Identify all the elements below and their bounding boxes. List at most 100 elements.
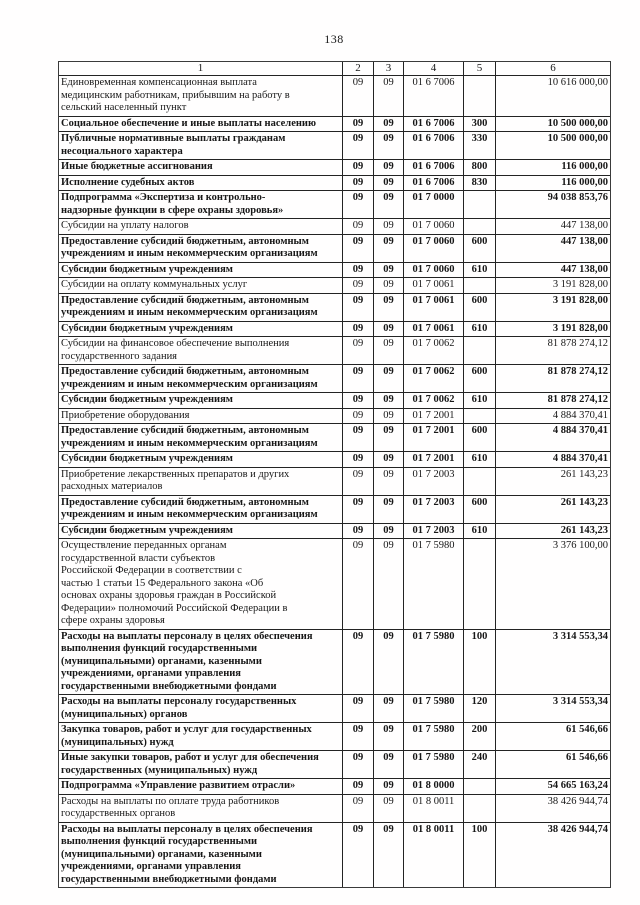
section-code-cell: 09 [342, 190, 374, 219]
subsection-code-cell: 09 [373, 159, 404, 176]
section-code-cell: 09 [342, 821, 374, 888]
table-row: Предоставление субсидий бюджетным, автон… [58, 292, 611, 322]
expense-type-code-cell: 100 [463, 821, 496, 888]
table-row: Подпрограмма «Экспертиза и контрольно- н… [58, 190, 611, 219]
column-header-3: 3 [373, 61, 404, 76]
table-row: Осуществление переданных органам государ… [58, 538, 611, 630]
section-code-cell: 09 [342, 261, 374, 278]
target-item-code-cell: 01 7 0061 [403, 292, 464, 322]
section-code-cell: 09 [342, 494, 374, 524]
amount-cell: 261 143,23 [495, 522, 611, 539]
amount-cell: 38 426 944,74 [495, 793, 611, 823]
table-row: Субсидии на уплату налогов 09 09 01 7 0060 4… [58, 218, 611, 235]
amount-cell: 81 878 274,12 [495, 364, 611, 393]
subsection-code-cell: 09 [373, 261, 404, 278]
amount-cell: 94 038 853,76 [495, 190, 611, 219]
subsection-code-cell: 09 [373, 722, 404, 751]
subsection-code-cell: 09 [373, 451, 404, 468]
expense-name-cell: Приобретение лекарственных препаратов и … [58, 466, 343, 496]
section-code-cell: 09 [342, 131, 374, 160]
target-item-code-cell: 01 7 0060 [403, 233, 464, 263]
table-row: Субсидии бюджетным учреждениям 09 09 01 7 0… [58, 392, 611, 409]
amount-cell: 3 191 828,00 [495, 320, 611, 337]
amount-cell: 3 191 828,00 [495, 277, 611, 294]
expense-type-code-cell: 600 [463, 233, 496, 263]
subsection-code-cell: 09 [373, 174, 404, 191]
table-row: Расходы на выплаты по оплате труда работ… [58, 793, 611, 823]
section-code-cell: 09 [342, 793, 374, 823]
expense-type-code-cell: 610 [463, 451, 496, 468]
expense-name-cell: Иные бюджетные ассигнования [58, 159, 343, 176]
target-item-code-cell: 01 7 5980 [403, 538, 464, 630]
column-header-5: 5 [463, 61, 496, 76]
expense-type-code-cell: 610 [463, 522, 496, 539]
target-item-code-cell: 01 6 7006 [403, 131, 464, 160]
amount-cell: 4 884 370,41 [495, 423, 611, 452]
table-row: Расходы на выплаты персоналу государстве… [58, 694, 611, 723]
expense-name-cell: Предоставление субсидий бюджетным, автон… [58, 364, 343, 393]
table-row: Приобретение лекарственных препаратов и … [58, 466, 611, 496]
expense-type-code-cell: 600 [463, 423, 496, 452]
expense-name-cell: Субсидии бюджетным учреждениям [58, 261, 343, 278]
target-item-code-cell: 01 7 2001 [403, 423, 464, 452]
section-code-cell: 09 [342, 423, 374, 452]
subsection-code-cell: 09 [373, 277, 404, 294]
table-row: Субсидии на финансовое обеспечение выпол… [58, 336, 611, 365]
amount-cell: 81 878 274,12 [495, 336, 611, 365]
expense-name-cell: Предоставление субсидий бюджетным, автон… [58, 233, 343, 263]
expense-name-cell: Расходы на выплаты персоналу в целях обе… [58, 821, 343, 888]
amount-cell: 54 665 163,24 [495, 778, 611, 795]
expense-type-code-cell [463, 466, 496, 496]
section-code-cell: 09 [342, 336, 374, 365]
subsection-code-cell: 09 [373, 190, 404, 219]
column-header-1: 1 [58, 61, 343, 76]
table-row: Расходы на выплаты персоналу в целях обе… [58, 821, 611, 888]
amount-cell: 261 143,23 [495, 494, 611, 524]
section-code-cell: 09 [342, 522, 374, 539]
section-code-cell: 09 [342, 364, 374, 393]
subsection-code-cell: 09 [373, 821, 404, 888]
expense-type-code-cell: 610 [463, 261, 496, 278]
target-item-code-cell: 01 7 0060 [403, 261, 464, 278]
expense-type-code-cell: 800 [463, 159, 496, 176]
table-row: Предоставление субсидий бюджетным, автон… [58, 423, 611, 452]
target-item-code-cell: 01 7 2001 [403, 407, 464, 424]
expense-type-code-cell: 600 [463, 292, 496, 322]
section-code-cell: 09 [342, 277, 374, 294]
amount-cell: 3 376 100,00 [495, 538, 611, 630]
expense-name-cell: Субсидии бюджетным учреждениям [58, 522, 343, 539]
target-item-code-cell: 01 6 7006 [403, 159, 464, 176]
subsection-code-cell: 09 [373, 336, 404, 365]
table-row: Исполнение судебных актов 09 09 01 6 7006 83… [58, 174, 611, 191]
section-code-cell: 09 [342, 628, 374, 695]
target-item-code-cell: 01 7 2003 [403, 522, 464, 539]
section-code-cell: 09 [342, 320, 374, 337]
expense-type-code-cell: 600 [463, 364, 496, 393]
subsection-code-cell: 09 [373, 750, 404, 779]
section-code-cell: 09 [342, 694, 374, 723]
expense-type-code-cell: 600 [463, 494, 496, 524]
expense-type-code-cell: 120 [463, 694, 496, 723]
expense-name-cell: Субсидии бюджетным учреждениям [58, 320, 343, 337]
target-item-code-cell: 01 7 5980 [403, 722, 464, 751]
target-item-code-cell: 01 7 0060 [403, 218, 464, 235]
subsection-code-cell: 09 [373, 423, 404, 452]
subsection-code-cell: 09 [373, 793, 404, 823]
target-item-code-cell: 01 7 0000 [403, 190, 464, 219]
expense-name-cell: Субсидии на оплату коммунальных услуг [58, 277, 343, 294]
table-row: Социальное обеспечение и иные выплаты на… [58, 115, 611, 132]
table-row: Предоставление субсидий бюджетным, автон… [58, 233, 611, 263]
amount-cell: 4 884 370,41 [495, 451, 611, 468]
target-item-code-cell: 01 7 0062 [403, 336, 464, 365]
target-item-code-cell: 01 8 0000 [403, 778, 464, 795]
section-code-cell: 09 [342, 233, 374, 263]
target-item-code-cell: 01 7 2001 [403, 451, 464, 468]
expense-name-cell: Субсидии на уплату налогов [58, 218, 343, 235]
expense-type-code-cell [463, 778, 496, 795]
expense-type-code-cell: 100 [463, 628, 496, 695]
section-code-cell: 09 [342, 722, 374, 751]
amount-cell: 3 314 553,34 [495, 694, 611, 723]
amount-cell: 447 138,00 [495, 261, 611, 278]
expense-name-cell: Предоставление субсидий бюджетным, автон… [58, 423, 343, 452]
expense-name-cell: Субсидии бюджетным учреждениям [58, 451, 343, 468]
